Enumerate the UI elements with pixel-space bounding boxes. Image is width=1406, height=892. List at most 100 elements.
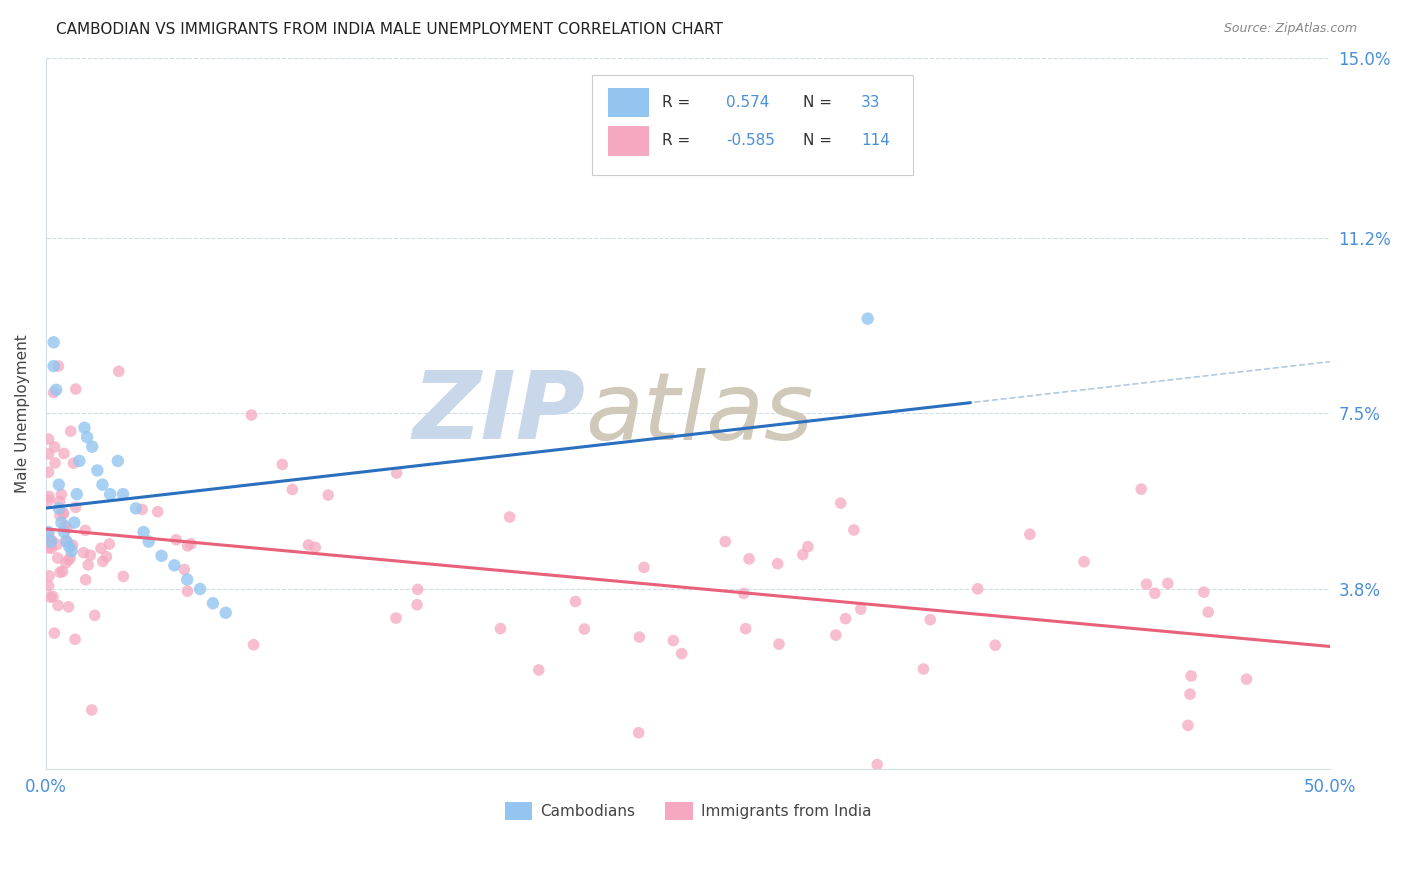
Point: [42, 385, 65, 400]
Point: [98, 487, 121, 501]
Point: [176, 584, 198, 599]
Point: [38, 579, 60, 593]
Point: [180, 537, 202, 551]
Point: [59, 550, 82, 565]
Point: [38, 541, 60, 555]
Point: [406, 582, 429, 597]
Point: [46, 599, 69, 613]
Point: [111, 487, 134, 501]
Point: [63, 516, 86, 530]
Point: [44, 456, 66, 470]
Point: [42, 335, 65, 350]
Point: [662, 633, 685, 648]
Point: [39, 534, 62, 549]
Text: atlas: atlas: [585, 368, 814, 459]
Point: [38, 432, 60, 446]
Point: [633, 560, 655, 574]
Point: [176, 573, 198, 587]
Point: [56, 521, 79, 535]
Point: [564, 594, 586, 608]
Point: [856, 311, 879, 326]
Point: [627, 725, 650, 739]
Point: [96, 549, 118, 564]
Point: [1135, 577, 1157, 591]
Point: [52, 506, 75, 520]
Point: [55, 556, 77, 570]
Point: [48, 477, 70, 491]
Point: [72, 546, 94, 560]
Point: [163, 558, 186, 573]
Point: [146, 505, 169, 519]
Point: [242, 638, 264, 652]
Point: [45, 383, 67, 397]
Text: Source: ZipAtlas.com: Source: ZipAtlas.com: [1223, 22, 1357, 36]
Point: [42, 590, 65, 604]
Text: ZIP: ZIP: [412, 368, 585, 459]
Point: [52, 507, 75, 521]
Point: [866, 757, 889, 772]
Point: [38, 493, 60, 508]
Point: [49, 508, 72, 523]
Point: [48, 494, 70, 508]
FancyBboxPatch shape: [609, 126, 650, 156]
Point: [1197, 605, 1219, 619]
Point: [39, 536, 62, 550]
Point: [46, 551, 69, 566]
Text: R =: R =: [662, 95, 690, 110]
Point: [1130, 482, 1153, 496]
Point: [628, 630, 651, 644]
Point: [240, 408, 263, 422]
Point: [60, 544, 83, 558]
Point: [297, 538, 319, 552]
Point: [38, 490, 60, 504]
Legend: Cambodians, Immigrants from India: Cambodians, Immigrants from India: [499, 796, 877, 826]
FancyBboxPatch shape: [609, 87, 650, 118]
Point: [83, 608, 105, 623]
Point: [58, 599, 80, 614]
Point: [62, 538, 84, 552]
Point: [90, 541, 112, 556]
Point: [406, 598, 429, 612]
Point: [51, 516, 73, 530]
Point: [86, 463, 108, 477]
Point: [44, 440, 66, 454]
Point: [77, 558, 100, 572]
Text: N =: N =: [803, 95, 832, 110]
Point: [41, 541, 63, 556]
Point: [38, 569, 60, 583]
Point: [52, 446, 75, 460]
Point: [42, 359, 65, 373]
Text: N =: N =: [803, 134, 832, 148]
Point: [82, 440, 104, 454]
Point: [1073, 555, 1095, 569]
Point: [1018, 527, 1040, 541]
Point: [830, 496, 852, 510]
Point: [132, 525, 155, 540]
Point: [48, 501, 70, 516]
Point: [842, 523, 865, 537]
Point: [1157, 576, 1180, 591]
Text: 33: 33: [862, 95, 880, 110]
Point: [38, 528, 60, 542]
Point: [734, 622, 756, 636]
Point: [316, 488, 339, 502]
Point: [107, 364, 129, 378]
Point: [176, 539, 198, 553]
Point: [173, 562, 195, 576]
Point: [112, 569, 135, 583]
Point: [281, 483, 304, 497]
Point: [63, 632, 86, 647]
Text: CAMBODIAN VS IMMIGRANTS FROM INDIA MALE UNEMPLOYMENT CORRELATION CHART: CAMBODIAN VS IMMIGRANTS FROM INDIA MALE …: [56, 22, 723, 37]
Point: [920, 613, 942, 627]
Point: [912, 662, 935, 676]
Point: [768, 637, 790, 651]
Point: [73, 421, 96, 435]
Point: [1177, 718, 1199, 732]
Point: [201, 596, 224, 610]
Point: [131, 502, 153, 516]
Point: [52, 565, 75, 579]
Point: [75, 573, 97, 587]
FancyBboxPatch shape: [592, 76, 912, 175]
Point: [1236, 672, 1258, 686]
Point: [80, 703, 103, 717]
